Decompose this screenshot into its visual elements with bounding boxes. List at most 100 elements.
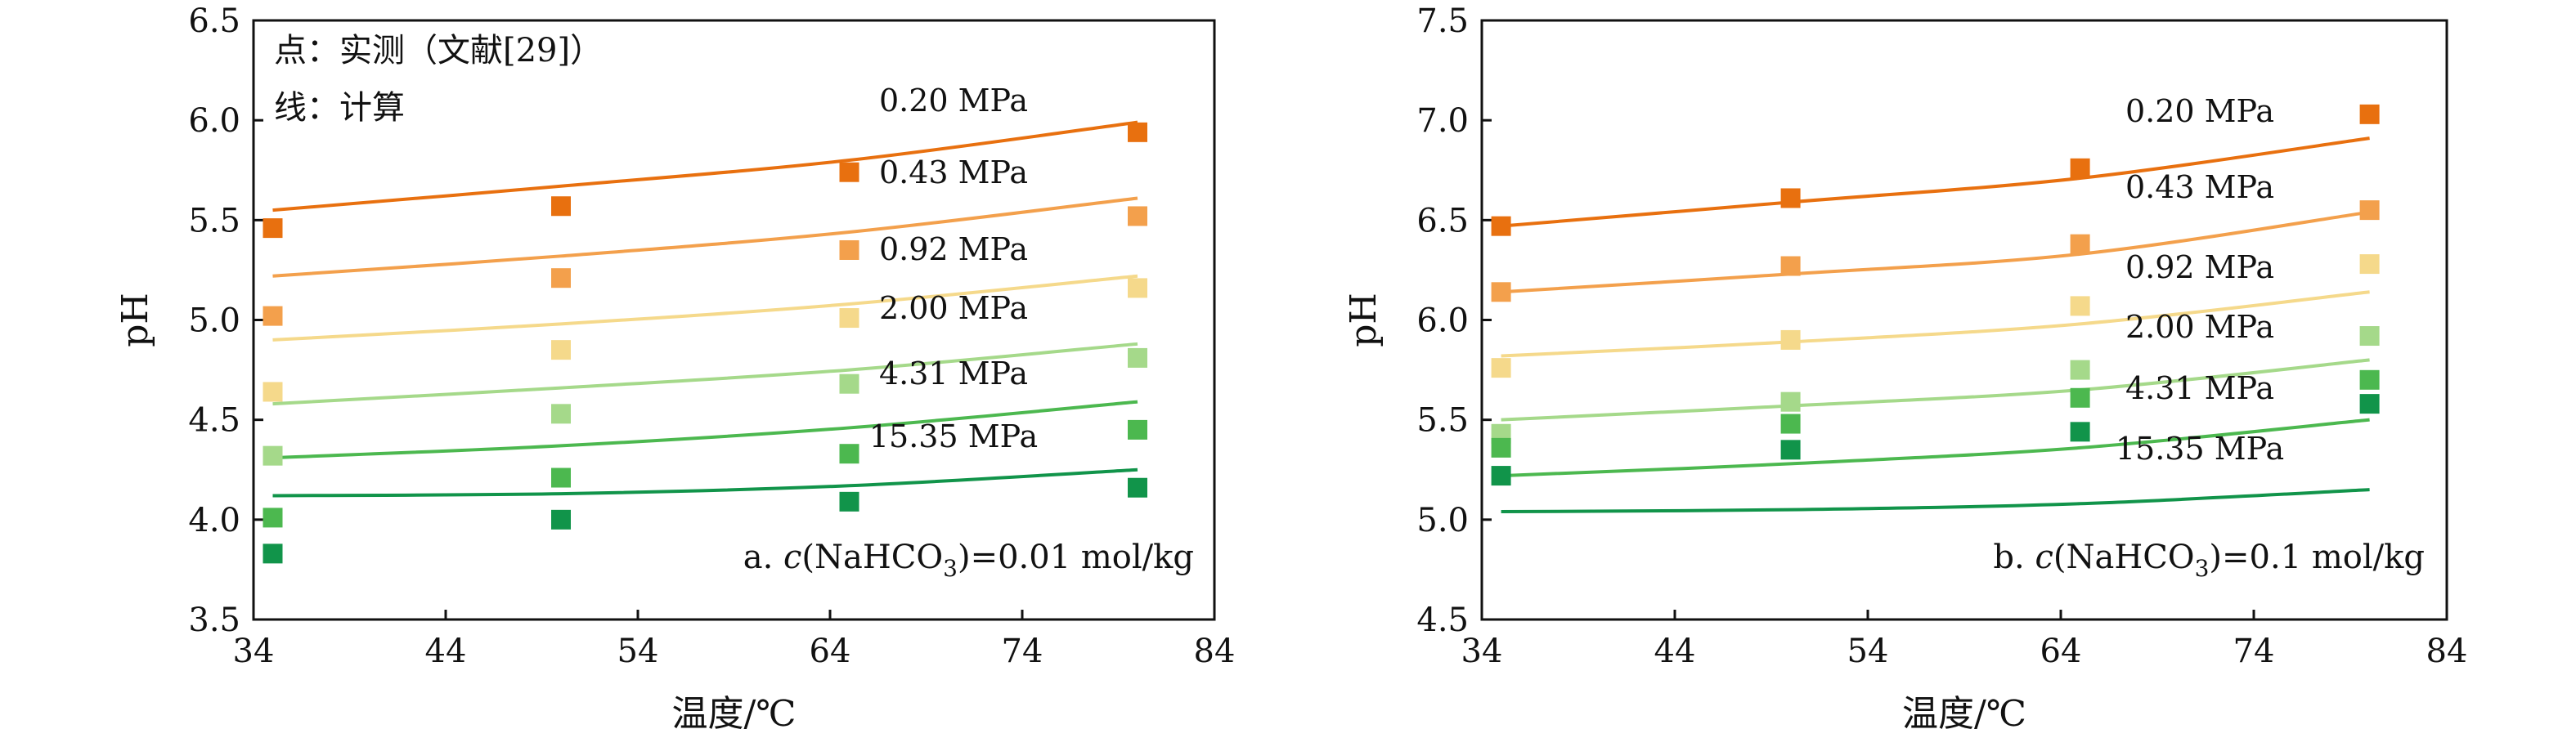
- calc-curve-15.35mpa: [1501, 488, 2370, 514]
- x-tick-label: 44: [425, 633, 467, 670]
- measured-point: [1491, 216, 1511, 236]
- measured-point: [2359, 326, 2380, 347]
- y-tick-label: 6.0: [1416, 302, 1469, 340]
- x-tick-label: 34: [1461, 633, 1503, 670]
- chart-panel-b: 34 44 54 64 74 84 4.5 5.0 5.5 6.0 6.5 7.0 7.5 温度/℃ pH 0…: [1343, 2, 2467, 735]
- x-axis-label: 温度/℃: [1902, 693, 2026, 735]
- measured-point: [263, 543, 283, 564]
- measured-point: [263, 508, 283, 528]
- series-label: 0.43 MPa: [2125, 169, 2274, 205]
- measured-point: [2070, 387, 2090, 408]
- calc-curve-2.00mpa: [272, 342, 1138, 406]
- measured-point: [839, 374, 859, 394]
- measured-point: [263, 218, 283, 239]
- measured-point: [1128, 278, 1147, 298]
- chart-panel-a: 34 44 54 64 74 84 3.5 4.0 4.5 5.0 5.5 6.0 6.5 温度/℃ pH 0…: [114, 2, 1235, 735]
- y-tick-label: 7.0: [1416, 102, 1469, 140]
- series-label: 0.92 MPa: [2125, 249, 2274, 285]
- x-tick-label: 64: [810, 633, 851, 670]
- calc-curve-0.43mpa: [1501, 210, 2370, 294]
- series-label: 15.35 MPa: [869, 418, 1038, 454]
- measured-point: [1780, 188, 1801, 208]
- y-tick-label: 3.5: [188, 602, 240, 639]
- calc-curve-2.00mpa: [1501, 358, 2370, 422]
- measured-point: [263, 306, 283, 326]
- measured-point: [2070, 360, 2090, 380]
- panel-caption: b. c(NaHCO3)=0.1 mol/kg: [1993, 539, 2425, 582]
- measured-point: [1128, 477, 1147, 498]
- x-tick-label: 84: [2426, 633, 2468, 670]
- measured-point: [1491, 282, 1511, 302]
- measured-point: [1128, 347, 1147, 368]
- measured-point: [2070, 158, 2090, 178]
- x-tick-label: 84: [1194, 633, 1236, 670]
- legend-note-line: 点：实测（文献[29]）: [274, 32, 603, 69]
- x-tick-label: 34: [233, 633, 275, 670]
- calc-curve-0.43mpa: [272, 196, 1138, 278]
- y-tick-label: 4.0: [188, 502, 240, 539]
- x-tick-label: 74: [2233, 633, 2275, 670]
- measured-point: [2359, 254, 2380, 275]
- measured-point: [1491, 358, 1511, 378]
- x-tick-label: 54: [617, 633, 659, 670]
- measured-point: [2070, 422, 2090, 442]
- x-tick-label: 64: [2040, 633, 2082, 670]
- measured-point: [839, 162, 859, 182]
- y-tick-label: 4.5: [188, 402, 240, 440]
- measured-point: [1491, 466, 1511, 486]
- plot-frame: [1480, 19, 2448, 621]
- y-tick-label: 6.5: [1416, 202, 1469, 239]
- measured-point: [2070, 296, 2090, 316]
- y-tick-label: 7.5: [1416, 2, 1469, 40]
- measured-point: [2359, 104, 2380, 124]
- y-axis-label: pH: [114, 293, 156, 347]
- measured-point: [839, 444, 859, 464]
- measured-point: [551, 467, 571, 488]
- series-label: 0.20 MPa: [879, 83, 1028, 119]
- measured-point: [263, 445, 283, 466]
- series-label: 0.92 MPa: [879, 231, 1028, 267]
- measured-point: [551, 196, 571, 217]
- calc-curve-0.20mpa: [1501, 136, 2370, 228]
- measured-point: [2359, 369, 2380, 390]
- panel-caption: a. c(NaHCO3)=0.01 mol/kg: [743, 539, 1194, 582]
- series-label: 2.00 MPa: [2125, 309, 2274, 345]
- x-tick-label: 54: [1847, 633, 1889, 670]
- measured-point: [551, 268, 571, 289]
- y-tick-label: 4.5: [1416, 602, 1469, 639]
- x-tick-label: 74: [1002, 633, 1043, 670]
- calc-curve-0.92mpa: [272, 274, 1138, 342]
- y-tick-label: 5.0: [188, 302, 240, 340]
- measured-point: [839, 491, 859, 512]
- measured-point: [2070, 234, 2090, 254]
- measured-point: [1128, 206, 1147, 226]
- measured-point: [1780, 391, 1801, 412]
- y-tick-label: 5.5: [1416, 402, 1469, 440]
- series-label: 0.43 MPa: [879, 154, 1028, 190]
- measured-point: [839, 239, 859, 260]
- series-label: 2.00 MPa: [879, 290, 1028, 326]
- measured-point: [551, 509, 571, 530]
- y-tick-label: 5.0: [1416, 502, 1469, 539]
- y-tick-label: 5.5: [188, 202, 240, 239]
- calc-curve-0.20mpa: [272, 120, 1138, 212]
- measured-point: [2359, 394, 2380, 414]
- measured-point: [1780, 256, 1801, 276]
- x-axis-label: 温度/℃: [671, 693, 796, 735]
- y-tick-label: 6.0: [188, 102, 240, 140]
- measured-point: [2359, 200, 2380, 221]
- x-tick-label: 44: [1654, 633, 1696, 670]
- calc-curve-15.35mpa: [272, 467, 1138, 498]
- y-tick-label: 6.5: [188, 2, 240, 40]
- calc-curve-4.31mpa: [272, 400, 1138, 460]
- legend-note-line: 线：计算: [274, 89, 405, 127]
- series-label: 0.20 MPa: [2125, 93, 2274, 129]
- measured-point: [1128, 122, 1147, 142]
- series-label: 15.35 MPa: [2116, 431, 2284, 467]
- measured-point: [1128, 419, 1147, 440]
- measured-point: [839, 308, 859, 329]
- y-axis-label: pH: [1343, 293, 1384, 347]
- measured-point: [1780, 329, 1801, 350]
- calc-curve-4.31mpa: [1501, 418, 2370, 478]
